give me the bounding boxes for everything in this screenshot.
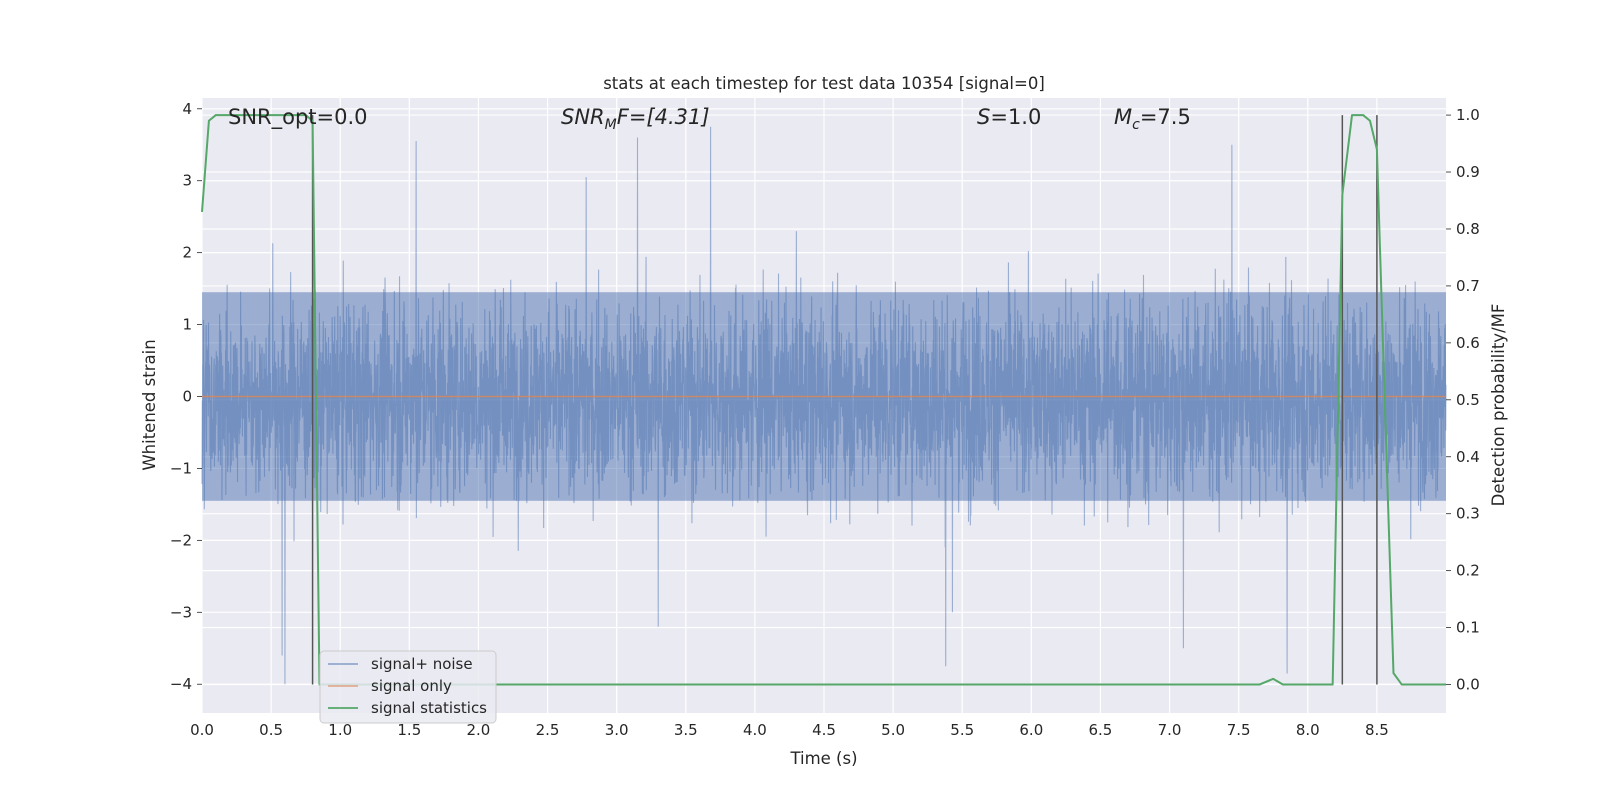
- y-tick-label: 2: [182, 244, 192, 262]
- legend-label-signal: signal only: [371, 677, 452, 695]
- right-tick-label: 0.2: [1456, 562, 1480, 580]
- y-tick-label: 4: [182, 100, 192, 118]
- y-tick-label: −1: [170, 459, 192, 477]
- right-tick-label: 0.4: [1456, 448, 1480, 466]
- x-tick-label: 5.0: [881, 721, 905, 739]
- x-tick-label: 6.0: [1019, 721, 1043, 739]
- legend: signal+ noise signal only signal statist…: [319, 650, 497, 724]
- x-tick-label: 5.5: [950, 721, 974, 739]
- legend-label-stats: signal statistics: [371, 699, 487, 717]
- x-tick-label: 7.0: [1158, 721, 1182, 739]
- x-tick-label: 2.0: [467, 721, 491, 739]
- y-tick-label: 0: [182, 388, 192, 406]
- right-tick-label: 0.5: [1456, 391, 1480, 409]
- right-tick-labels: 0.0 0.1 0.2 0.3 0.4 0.5 0.6 0.7 0.8 0.9 1.0: [1446, 106, 1480, 694]
- x-tick-label: 2.5: [536, 721, 560, 739]
- x-tick-label: 7.5: [1227, 721, 1251, 739]
- right-tick-label: 0.9: [1456, 163, 1480, 181]
- legend-box: [319, 650, 497, 724]
- noise-line: [201, 126, 1447, 685]
- x-tick-label: 3.5: [674, 721, 698, 739]
- x-tick-label: 0.5: [259, 721, 283, 739]
- signal-statistics-series: [201, 114, 1446, 686]
- right-tick-label: 0.1: [1456, 619, 1480, 637]
- x-tick-label: 1.0: [328, 721, 352, 739]
- y-tick-labels: −4 −3 −2 −1 0 1 2 3 4: [170, 100, 202, 693]
- annotation-s-symbol: S: [977, 105, 990, 129]
- y-tick-label: −3: [170, 603, 192, 621]
- annotation-mc: Mc=7.5: [1114, 105, 1191, 133]
- annotation-s: S=1.0: [977, 105, 1041, 129]
- y-tick-label: −2: [170, 531, 192, 549]
- right-tick-label: 0.8: [1456, 220, 1480, 238]
- x-tick-label: 8.0: [1296, 721, 1320, 739]
- annotation-snr-opt: SNR_opt=0.0: [228, 105, 368, 130]
- x-tick-labels: 0.0 0.5 1.0 1.5 2.0 2.5 3.0 3.5 4.0 4.5 5.0 5.5 6.0 6…: [190, 721, 1389, 739]
- x-tick-label: 4.0: [743, 721, 767, 739]
- annotation-snr-mf: SNRMF=[4.31]: [561, 105, 710, 133]
- signal-statistics-line: [201, 114, 1446, 686]
- right-tick-label: 0.3: [1456, 505, 1480, 523]
- annotation-snr-mf-symbol: SNR: [561, 105, 605, 129]
- annotation-s-value: =1.0: [990, 105, 1041, 129]
- y-tick-label: 1: [182, 316, 192, 334]
- annotation-snr-mf-value: F=[4.31]: [617, 105, 710, 129]
- y-tick-label: 3: [182, 172, 192, 190]
- x-tick-label: 1.5: [397, 721, 421, 739]
- annotation-mc-value: =7.5: [1140, 105, 1191, 129]
- x-tick-label: 6.5: [1089, 721, 1113, 739]
- right-tick-label: 0.6: [1456, 334, 1480, 352]
- right-axis-label: Detection probability/MF: [1489, 304, 1508, 507]
- x-tick-label: 8.5: [1365, 721, 1389, 739]
- x-tick-label: 3.0: [605, 721, 629, 739]
- x-tick-label: 0.0: [190, 721, 214, 739]
- right-tick-label: 1.0: [1456, 106, 1480, 124]
- chart-title: stats at each timestep for test data 103…: [603, 74, 1045, 93]
- annotation-mc-symbol: M: [1114, 105, 1132, 129]
- x-axis-label: Time (s): [789, 749, 857, 768]
- legend-label-noise: signal+ noise: [371, 655, 473, 673]
- right-tick-label: 0.0: [1456, 676, 1480, 694]
- right-tick-label: 0.7: [1456, 277, 1480, 295]
- y-axis-label: Whitened strain: [140, 339, 159, 470]
- y-tick-label: −4: [170, 675, 192, 693]
- annotation-snr-mf-subscript: M: [605, 117, 617, 133]
- x-tick-label: 4.5: [812, 721, 836, 739]
- annotation-mc-subscript: c: [1132, 117, 1140, 133]
